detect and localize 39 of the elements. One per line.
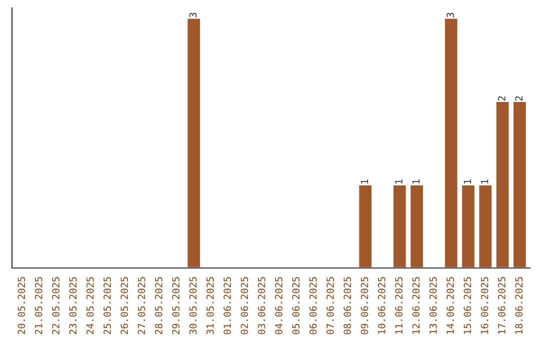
x-tick-label: 28.05.2025 bbox=[155, 277, 162, 334]
x-tick-label: 02.06.2025 bbox=[240, 277, 248, 334]
data-label: 1 bbox=[481, 179, 488, 184]
x-tick-label: 22.05.2025 bbox=[52, 277, 60, 334]
x-tick-label: 10.06.2025 bbox=[378, 277, 386, 334]
x-tick-label: 07.06.2025 bbox=[326, 277, 334, 334]
data-label: 1 bbox=[464, 179, 471, 184]
x-tick-label: 12.06.2025 bbox=[412, 277, 420, 334]
x-tick-label: 09.06.2025 bbox=[360, 277, 368, 334]
x-tick-label: 14.06.2025 bbox=[446, 277, 454, 334]
x-tick-label: 04.06.2025 bbox=[275, 277, 282, 334]
data-label: 3 bbox=[446, 12, 454, 18]
data-label: 1 bbox=[395, 179, 402, 184]
x-tick-label: 16.06.2025 bbox=[480, 277, 488, 334]
x-tick-label: 05.06.2025 bbox=[292, 277, 300, 334]
x-tick-label: 06.06.2025 bbox=[309, 277, 317, 334]
x-tick-label: 25.05.2025 bbox=[104, 277, 111, 334]
x-tick-label: 27.05.2025 bbox=[138, 277, 146, 334]
x-tick-label: 23.05.2025 bbox=[69, 277, 77, 334]
data-label: 1 bbox=[360, 179, 368, 184]
x-tick-label: 26.05.2025 bbox=[120, 277, 128, 334]
x-tick-label: 29.05.2025 bbox=[172, 277, 180, 334]
x-tick-label: 15.06.2025 bbox=[464, 277, 472, 334]
x-tick-label: 31.05.2025 bbox=[206, 277, 214, 334]
x-tick-label: 11.06.2025 bbox=[395, 277, 402, 334]
x-tick-label: 01.06.2025 bbox=[224, 277, 231, 334]
data-label: 1 bbox=[412, 179, 420, 184]
x-tick-label: 18.06.2025 bbox=[515, 277, 523, 334]
x-tick-label: 24.05.2025 bbox=[86, 277, 94, 334]
data-label: 3 bbox=[189, 12, 197, 18]
x-tick-label: 20.05.2025 bbox=[18, 277, 26, 334]
x-tick-label: 30.05.2025 bbox=[189, 277, 197, 334]
x-tick-label: 03.06.2025 bbox=[258, 277, 266, 334]
x-tick-label: 21.05.2025 bbox=[34, 277, 42, 334]
x-tick-label: 08.06.2025 bbox=[344, 277, 352, 334]
data-label: 2 bbox=[498, 96, 506, 101]
data-label: 2 bbox=[515, 96, 522, 101]
x-tick-label: 17.06.2025 bbox=[498, 277, 506, 334]
x-tick-label: 13.06.2025 bbox=[429, 277, 437, 334]
